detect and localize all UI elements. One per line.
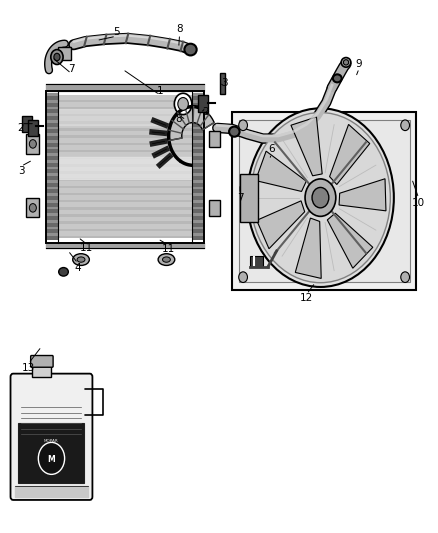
Bar: [239, 120, 410, 282]
Text: MOPAR: MOPAR: [44, 439, 59, 443]
Text: 11: 11: [162, 245, 175, 254]
Bar: [220, 73, 225, 94]
Polygon shape: [255, 151, 306, 191]
Circle shape: [174, 93, 192, 115]
Circle shape: [401, 120, 410, 131]
Circle shape: [401, 272, 410, 282]
Text: M: M: [48, 455, 55, 464]
Text: 2: 2: [18, 123, 25, 133]
Text: 5: 5: [113, 27, 120, 37]
Polygon shape: [339, 179, 386, 211]
Circle shape: [38, 442, 64, 474]
Text: 11: 11: [80, 243, 93, 253]
Circle shape: [247, 108, 394, 287]
Bar: [58, 95, 192, 238]
Polygon shape: [295, 218, 321, 278]
Text: 9: 9: [356, 59, 363, 69]
Bar: [232, 112, 416, 290]
Text: 8: 8: [176, 25, 183, 34]
Circle shape: [251, 112, 390, 282]
Circle shape: [51, 50, 63, 64]
Bar: [28, 120, 38, 136]
Bar: [58, 47, 71, 60]
Ellipse shape: [73, 254, 89, 265]
Text: 2: 2: [202, 107, 209, 117]
Polygon shape: [169, 107, 214, 141]
Circle shape: [239, 120, 247, 131]
Bar: [22, 116, 32, 132]
Circle shape: [29, 140, 36, 148]
Ellipse shape: [341, 58, 351, 67]
Bar: [26, 198, 39, 217]
Polygon shape: [330, 124, 370, 184]
FancyBboxPatch shape: [31, 356, 53, 367]
Ellipse shape: [158, 254, 175, 265]
Circle shape: [29, 204, 36, 212]
Circle shape: [54, 53, 60, 61]
Polygon shape: [327, 213, 373, 268]
Text: 7: 7: [68, 64, 75, 74]
Bar: [209, 200, 220, 216]
Circle shape: [305, 179, 336, 216]
Circle shape: [239, 272, 247, 282]
Ellipse shape: [343, 60, 349, 65]
Text: 7: 7: [237, 193, 244, 203]
Bar: [240, 174, 258, 222]
Bar: [46, 91, 204, 243]
Text: 10: 10: [412, 198, 425, 207]
Ellipse shape: [333, 74, 342, 83]
Text: 3: 3: [221, 78, 228, 87]
Ellipse shape: [162, 257, 170, 262]
Text: 13: 13: [22, 363, 35, 373]
Ellipse shape: [184, 44, 197, 55]
Polygon shape: [257, 201, 305, 249]
Bar: [18, 423, 84, 483]
Bar: [209, 131, 220, 147]
Ellipse shape: [59, 268, 68, 276]
FancyBboxPatch shape: [11, 374, 92, 500]
Bar: [198, 95, 208, 112]
Text: 8: 8: [175, 115, 182, 124]
Ellipse shape: [229, 127, 240, 137]
Polygon shape: [291, 117, 322, 176]
Text: 6: 6: [268, 144, 275, 154]
Text: 3: 3: [18, 166, 25, 175]
Text: 12: 12: [300, 294, 313, 303]
Bar: [26, 134, 39, 154]
Text: 1: 1: [156, 86, 163, 95]
Ellipse shape: [77, 257, 85, 262]
Circle shape: [312, 188, 329, 208]
Bar: [250, 256, 263, 266]
Circle shape: [178, 98, 188, 110]
Text: 4: 4: [74, 263, 81, 272]
Bar: [32, 366, 51, 377]
